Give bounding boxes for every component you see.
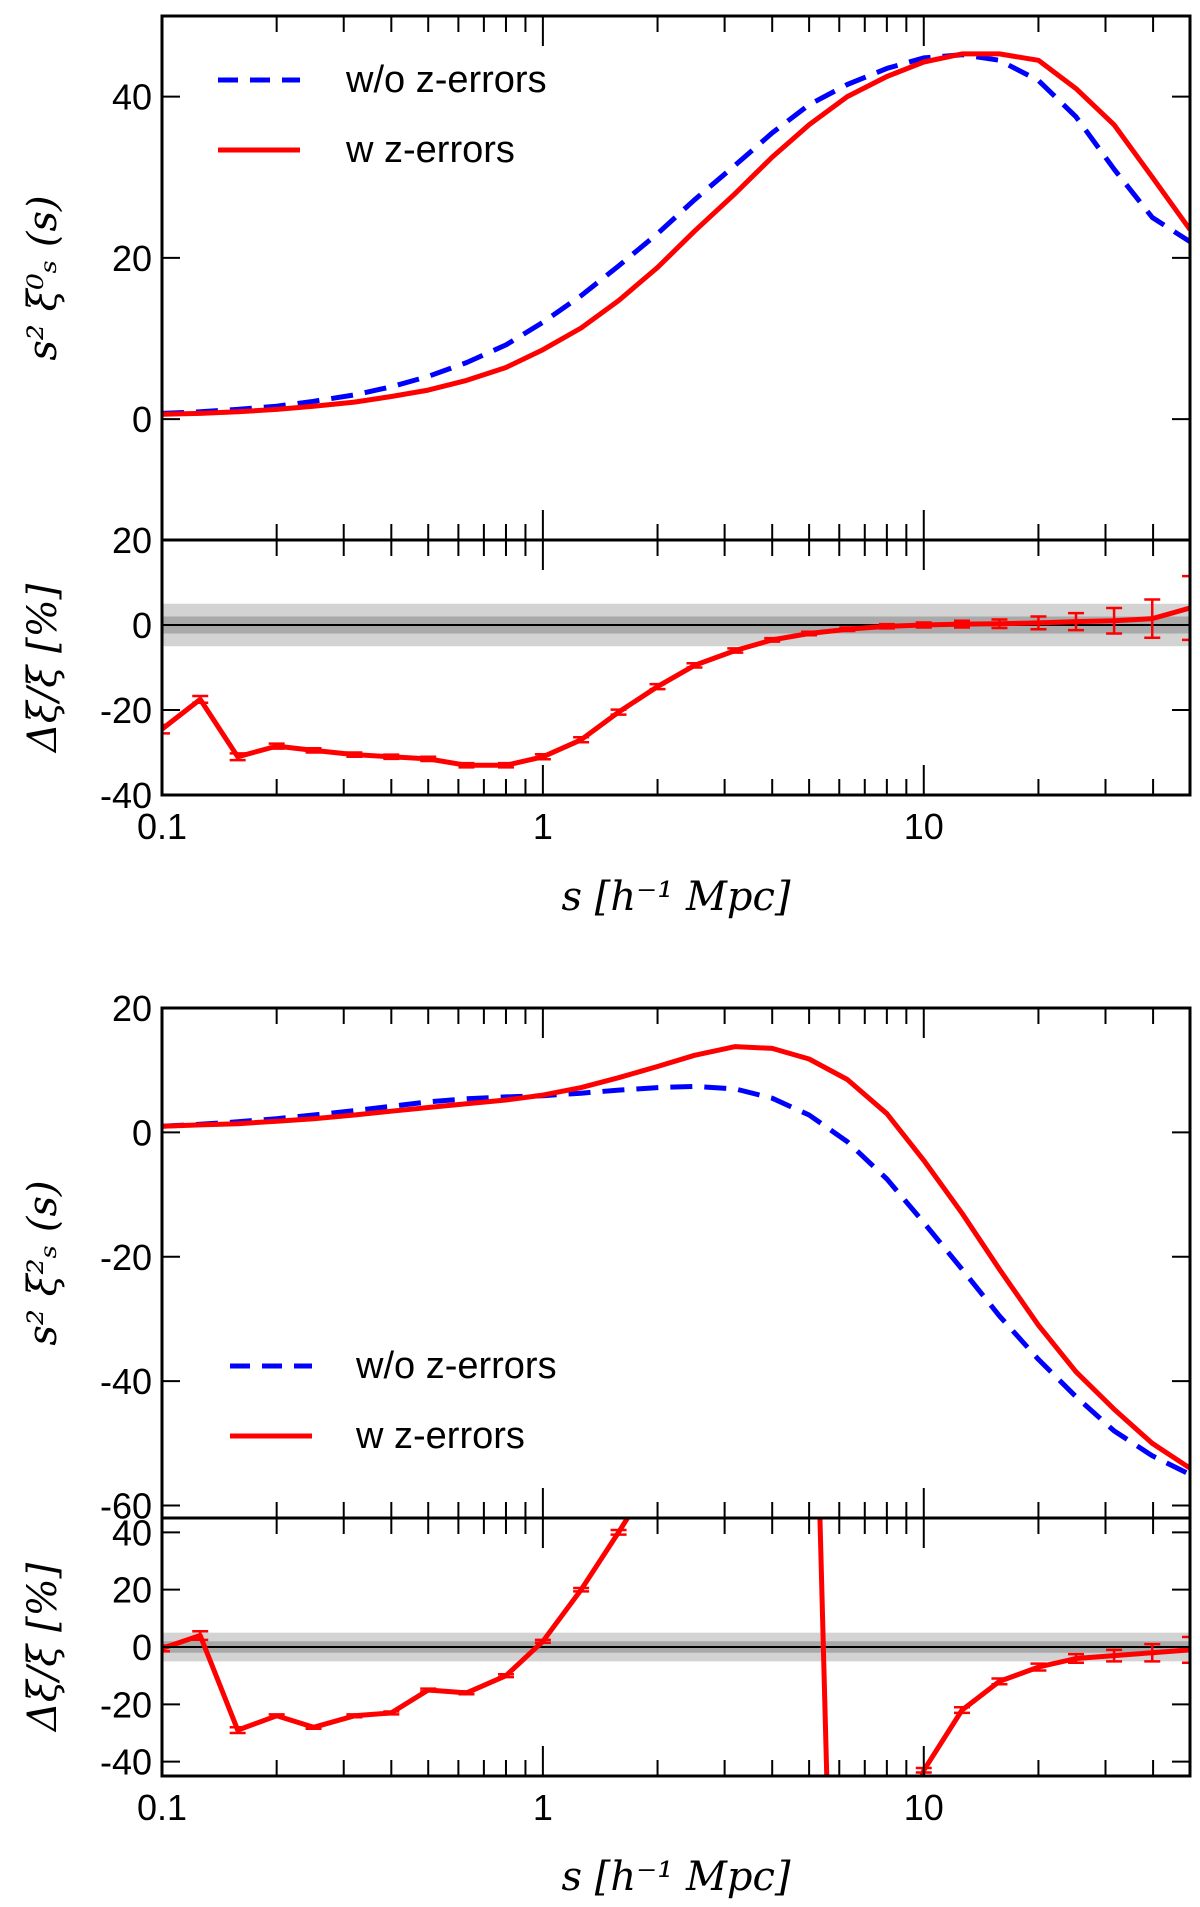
quadrupole-residual-errorbar (1144, 1642, 1161, 1663)
monopole-residual-xtick-label: 10 (904, 806, 944, 847)
monopole-residual-errorbar (420, 755, 437, 763)
monopole-residual-errorbar (1182, 574, 1190, 642)
quadrupole-residual-ytick-label: 40 (112, 1512, 152, 1553)
quadrupole-ytick-label: 20 (112, 988, 152, 1029)
monopole-residual-xtick-label: 0.1 (137, 806, 187, 847)
monopole-ytick-label: 40 (112, 77, 152, 118)
monopole-residual-ytick-label: 0 (132, 605, 152, 646)
monopole-residual-errorbar (534, 752, 551, 761)
quadrupole-residual-errorbar (1068, 1652, 1085, 1665)
quadrupole-series-w-z-errors (162, 1044, 1190, 1471)
monopole-series-w-z-errors (162, 51, 1190, 417)
monopole-residual-errorbar (497, 761, 514, 769)
monopole-residual-errorbar (954, 619, 971, 629)
monopole-residual-errorbar (1144, 598, 1161, 639)
monopole-residual-series-w-z-errors (162, 605, 1190, 768)
monopole-panel-frame (160, 14, 1192, 542)
legend-bottom-w-label: w z-errors (355, 1415, 525, 1457)
monopole-residual-errorbar (764, 636, 781, 643)
monopole-residual-errorbar (305, 747, 322, 754)
monopole-residual-panel: 20 0 -20 -400.1 1 10 (100, 520, 1192, 847)
monopole-residual-errorbar (1106, 606, 1123, 635)
monopole-residual-errorbar (915, 621, 932, 629)
quadrupole-residual-ytick-label: -20 (100, 1684, 152, 1725)
legend-top-w-label: w z-errors (345, 129, 515, 171)
quadrupole-panel: 20 0 -20 -40 -60 (100, 988, 1192, 1527)
quadrupole-residual-errorbar (229, 1726, 246, 1735)
quadrupole-residual-errorbar (346, 1713, 363, 1719)
quadrupole-ytick-label: -60 (100, 1486, 152, 1527)
monopole-residual-errorbar (458, 761, 475, 769)
quadrupole-residual-ytick-label: 20 (112, 1570, 152, 1611)
legend-top-wo-label: w/o z-errors (345, 59, 547, 101)
quadrupole-ytick-label: 0 (132, 1112, 152, 1153)
quadrupole-residual-errorbar (162, 1644, 170, 1653)
quadrupole-residual-ytick-label: -40 (100, 1742, 152, 1783)
bottom-xlabel: s [h⁻¹ Mpc] (561, 1854, 790, 1900)
monopole-residual-errorbar (346, 751, 363, 758)
monopole-ytick-label: 20 (112, 238, 152, 279)
legend-bottom: w/o z-errors w z-errors (230, 1345, 557, 1457)
quadrupole-residual-errorbar (954, 1705, 971, 1715)
quadrupole-residual-errorbar (1182, 1635, 1190, 1665)
quadrupole-ylabel: s² ξ²ₛ (s) (20, 1180, 66, 1345)
quadrupole-residual-errorbar (573, 1586, 590, 1593)
quadrupole-residual-errorbar (610, 1528, 627, 1536)
monopole-residual-errorbar (686, 662, 703, 669)
monopole-residual-errorbar (727, 647, 744, 654)
monopole-residual-ytick-label: -40 (100, 775, 152, 816)
monopole-residual-errorbar (1068, 611, 1085, 632)
quadrupole-residual-frame (160, 1516, 1192, 1778)
monopole-residual-ytick-label: 20 (112, 520, 152, 561)
monopole-residual-frame (160, 538, 1192, 797)
quadrupole-residual-errorbar (1030, 1662, 1047, 1672)
quadrupole-ytick-label: -20 (100, 1237, 152, 1278)
quadrupole-residual-errorbar (991, 1677, 1008, 1686)
quadrupole-residual-errorbar (268, 1713, 285, 1719)
quadrupole-residual-errorbar (192, 1629, 209, 1642)
monopole-residual-errorbar (1030, 615, 1047, 631)
quadrupole-residual-xtick-label: 1 (533, 1787, 553, 1828)
quadrupole-residual-ytick-label: 0 (132, 1627, 152, 1668)
monopole-residual-errorbar (610, 708, 627, 716)
monopole-ylabel: s² ξ⁰ₛ (s) (20, 195, 66, 360)
monopole-residual-errorbar (192, 694, 209, 705)
quadrupole-residual-panel: 40 20 0 -20 -400.1 1 10 (100, 1512, 1192, 1828)
quadrupole-residual-xtick-label: 0.1 (137, 1787, 187, 1828)
monopole-residual-errorbar (162, 723, 170, 735)
quadrupole-residual-errorbar (497, 1672, 514, 1679)
quadrupole-series-wo-z-errors (162, 1083, 1190, 1477)
monopole-residual-errorbar (801, 630, 818, 637)
legend-bottom-wo-label: w/o z-errors (355, 1345, 557, 1387)
monopole-residual-errorbar (268, 742, 285, 750)
quadrupole-residual-errorbar (1106, 1648, 1123, 1663)
quadrupole-ytick-label: -40 (100, 1361, 152, 1402)
quadrupole-residual-errorbar (305, 1724, 322, 1730)
monopole-residual-errorbar (839, 626, 856, 633)
monopole-residual-ylabel: Δξ/ξ [%] (20, 583, 66, 754)
monopole-residual-errorbar (991, 618, 1008, 630)
monopole-series-wo-z-errors (162, 52, 1190, 416)
quadrupole-residual-errorbar (458, 1690, 475, 1696)
quadrupole-residual-errorbar (534, 1638, 551, 1644)
monopole-panel: 0 20 40 (112, 14, 1192, 542)
monopole-ytick-label: 0 (132, 399, 152, 440)
quadrupole-residual-xtick-label: 10 (904, 1787, 944, 1828)
monopole-residual-ytick-label: -20 (100, 690, 152, 731)
monopole-residual-errorbar (878, 622, 895, 630)
legend-top: w/o z-errors w z-errors (218, 59, 547, 171)
monopole-residual-errorbar (383, 753, 400, 761)
quadrupole-residual-errorbar (420, 1687, 437, 1693)
top-xlabel: s [h⁻¹ Mpc] (561, 874, 790, 920)
quadrupole-residual-ylabel: Δξ/ξ [%] (20, 1562, 66, 1733)
quadrupole-residual-errorbar (383, 1710, 400, 1716)
monopole-residual-errorbar (649, 682, 666, 691)
monopole-residual-xtick-label: 1 (533, 806, 553, 847)
monopole-residual-errorbar (573, 735, 590, 744)
monopole-residual-errorbar (229, 752, 246, 762)
